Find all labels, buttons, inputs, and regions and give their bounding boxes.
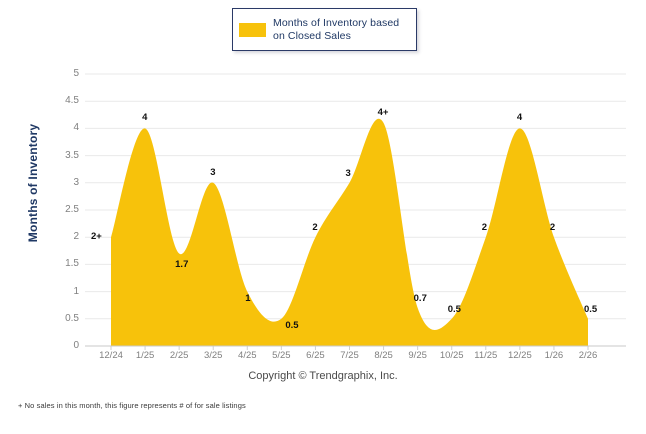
y-axis-tick-label: 1.5 xyxy=(65,258,79,270)
data-point-label: 0.7 xyxy=(413,292,427,304)
copyright-notice: Copyright © Trendgraphix, Inc. xyxy=(248,370,398,382)
x-axis-tick-label: 5/25 xyxy=(272,350,291,361)
data-point-label: 3 xyxy=(345,167,351,179)
data-point-label: 2+ xyxy=(91,231,102,243)
data-point-label: 3 xyxy=(210,166,216,178)
x-axis-tick-label: 8/25 xyxy=(374,350,393,361)
data-point-label: 4+ xyxy=(377,106,389,118)
y-axis-tick-label: 2 xyxy=(73,231,79,243)
data-point-label: 2 xyxy=(549,222,556,234)
y-axis-tick-label: 3 xyxy=(73,176,79,188)
footnote: + No sales in this month, this figure re… xyxy=(18,401,246,410)
data-point-label: 0.5 xyxy=(285,319,299,331)
x-axis-tick-label: 2/25 xyxy=(169,350,189,361)
x-axis-tick-label: 1/26 xyxy=(544,350,564,361)
data-point-label: 2 xyxy=(312,222,318,234)
y-axis-tick-label: 0 xyxy=(73,340,79,351)
data-point-label: 1 xyxy=(245,292,251,304)
area-series-months-of-inventory xyxy=(111,118,588,346)
x-axis-tick-label: 7/25 xyxy=(340,350,359,361)
x-axis-tick-label: 12/24 xyxy=(99,350,123,361)
data-point-label: 2 xyxy=(481,222,488,234)
x-axis-tick-label: 1/25 xyxy=(135,350,155,361)
data-point-label: 4 xyxy=(142,112,148,124)
x-axis-tick-label: 3/25 xyxy=(203,350,223,361)
y-axis-title: Months of Inventory xyxy=(26,123,40,243)
data-point-label: 0.5 xyxy=(447,303,461,315)
x-axis-tick-label: 6/25 xyxy=(306,350,325,361)
x-axis-tick-label: 11/25 xyxy=(474,350,498,361)
y-axis-tick-label: 4.5 xyxy=(65,95,79,107)
x-axis-tick-marks xyxy=(110,346,589,350)
x-axis-tick-label: 10/25 xyxy=(439,350,464,361)
legend-color-swatch xyxy=(239,22,266,37)
data-point-label: 0.5 xyxy=(584,303,598,315)
data-point-label: 1.7 xyxy=(175,258,189,270)
y-axis-tick-label: 3.5 xyxy=(65,149,79,161)
y-axis-tick-label: 5 xyxy=(73,68,79,79)
y-axis-tick-label: 4 xyxy=(73,122,79,134)
x-axis-tick-label: 12/25 xyxy=(507,350,532,361)
x-axis-tick-label: 4/25 xyxy=(238,350,257,361)
legend-label: Months of Inventory based on Closed Sale… xyxy=(273,16,400,42)
y-axis-tick-label: 1 xyxy=(73,285,79,297)
data-point-label: 4 xyxy=(516,112,523,124)
x-axis-tick-label: 2/26 xyxy=(578,350,598,361)
y-axis-tick-label: 2.5 xyxy=(65,204,79,215)
chart-legend: Months of Inventory based on Closed Sale… xyxy=(232,8,417,51)
y-axis-tick-label: 0.5 xyxy=(65,312,79,324)
x-axis-tick-label: 9/25 xyxy=(408,350,427,361)
